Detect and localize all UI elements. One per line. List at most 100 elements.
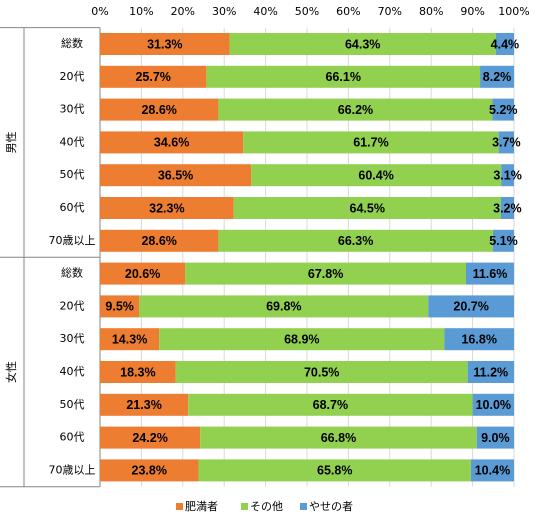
- category-label: 20代: [60, 299, 85, 312]
- category-label: 50代: [60, 398, 85, 411]
- value-label: 14.3%: [112, 332, 147, 346]
- value-label: 11.2%: [473, 365, 508, 379]
- value-label: 61.7%: [353, 136, 388, 150]
- bar-segment: [498, 131, 514, 154]
- bar-segment: [428, 295, 514, 318]
- category-label: 60代: [60, 431, 85, 444]
- bar-segment: [100, 426, 201, 449]
- category-label: 総数: [61, 266, 83, 280]
- legend-swatch: [241, 503, 248, 510]
- bar-segment: [139, 295, 429, 318]
- category-label: 30代: [60, 103, 85, 116]
- value-label: 66.8%: [321, 431, 356, 445]
- bar-segment: [480, 65, 514, 88]
- value-label: 10.0%: [476, 398, 511, 412]
- category-label: 70歳以上: [49, 234, 96, 247]
- bar-segment: [100, 98, 219, 121]
- value-label: 68.9%: [284, 332, 319, 346]
- bar-segment: [476, 426, 514, 449]
- value-label: 64.3%: [345, 37, 380, 51]
- bar-segment: [100, 262, 186, 285]
- bar-segment: [100, 131, 244, 154]
- value-label: 66.3%: [338, 234, 373, 248]
- bar-segment: [492, 98, 514, 121]
- legend-label: 肥満者: [185, 500, 218, 513]
- category-label: 40代: [60, 365, 85, 378]
- bar-segment: [251, 164, 502, 187]
- value-label: 60.4%: [358, 168, 393, 182]
- x-tick-label: 40%: [253, 5, 277, 18]
- value-label: 9.5%: [105, 300, 134, 314]
- category-label: 40代: [60, 135, 85, 148]
- bar-segment: [200, 426, 477, 449]
- bar-segment: [470, 459, 514, 482]
- value-label: 10.4%: [475, 464, 510, 478]
- bar-segment: [100, 393, 189, 416]
- x-tick-label: 100%: [498, 5, 529, 18]
- value-label: 21.3%: [126, 398, 161, 412]
- x-tick-label: 80%: [419, 5, 443, 18]
- value-label: 32.3%: [149, 201, 184, 215]
- category-label: 総数: [61, 36, 83, 50]
- value-label: 28.6%: [141, 234, 176, 248]
- x-tick-label: 50%: [295, 5, 319, 18]
- bar-segment: [100, 295, 140, 318]
- value-label: 31.3%: [147, 37, 182, 51]
- value-label: 70.5%: [304, 365, 339, 379]
- value-label: 3.2%: [493, 201, 522, 215]
- x-tick-label: 0%: [91, 5, 108, 18]
- value-label: 16.8%: [461, 332, 496, 346]
- bar-segment: [175, 361, 468, 383]
- value-label: 67.8%: [308, 267, 343, 281]
- value-label: 28.6%: [141, 103, 176, 117]
- bar-segment: [229, 33, 496, 55]
- bar-segment: [100, 33, 230, 55]
- bar-segment: [472, 393, 514, 416]
- bar-segment: [100, 197, 234, 219]
- value-label: 24.2%: [132, 431, 167, 445]
- value-label: 5.2%: [489, 103, 518, 117]
- bar-segment: [100, 361, 176, 383]
- legend-label: やせの者: [309, 500, 353, 513]
- bar-segment: [501, 164, 514, 187]
- value-label: 5.1%: [489, 234, 518, 248]
- group-label: 男性: [4, 131, 18, 153]
- category-label: 70歳以上: [49, 463, 96, 476]
- bar-segment: [100, 229, 219, 252]
- bar-segment: [467, 361, 514, 383]
- bar-segment: [100, 328, 160, 351]
- value-label: 66.1%: [325, 70, 360, 84]
- group-label: 女性: [4, 361, 18, 383]
- x-tick-label: 30%: [212, 5, 236, 18]
- category-label: 30代: [60, 332, 85, 345]
- bar-segment: [465, 262, 514, 285]
- value-label: 20.7%: [453, 300, 488, 314]
- bar-segment: [218, 98, 493, 121]
- value-label: 34.6%: [154, 136, 189, 150]
- value-label: 20.6%: [125, 267, 160, 281]
- x-tick-label: 10%: [129, 5, 153, 18]
- bar-segment: [188, 393, 473, 416]
- value-label: 64.5%: [350, 201, 385, 215]
- value-label: 3.1%: [493, 168, 522, 182]
- value-label: 36.5%: [158, 168, 193, 182]
- bar-segment: [100, 459, 199, 482]
- bar-segment: [206, 65, 481, 88]
- value-label: 18.3%: [120, 365, 155, 379]
- value-label: 69.8%: [266, 300, 301, 314]
- bar-segment: [100, 65, 207, 88]
- bar-segment: [218, 229, 493, 252]
- bar-segment: [500, 197, 514, 219]
- bar-segment: [243, 131, 499, 154]
- x-tick-label: 90%: [460, 5, 484, 18]
- x-tick-label: 60%: [336, 5, 360, 18]
- legend-label: その他: [250, 500, 283, 513]
- value-label: 4.4%: [491, 37, 520, 51]
- bar-segment: [444, 328, 514, 351]
- category-label: 50代: [60, 168, 85, 181]
- category-label: 20代: [60, 70, 85, 83]
- value-label: 8.2%: [483, 70, 512, 84]
- bar-segment: [233, 197, 501, 219]
- value-label: 65.8%: [317, 464, 352, 478]
